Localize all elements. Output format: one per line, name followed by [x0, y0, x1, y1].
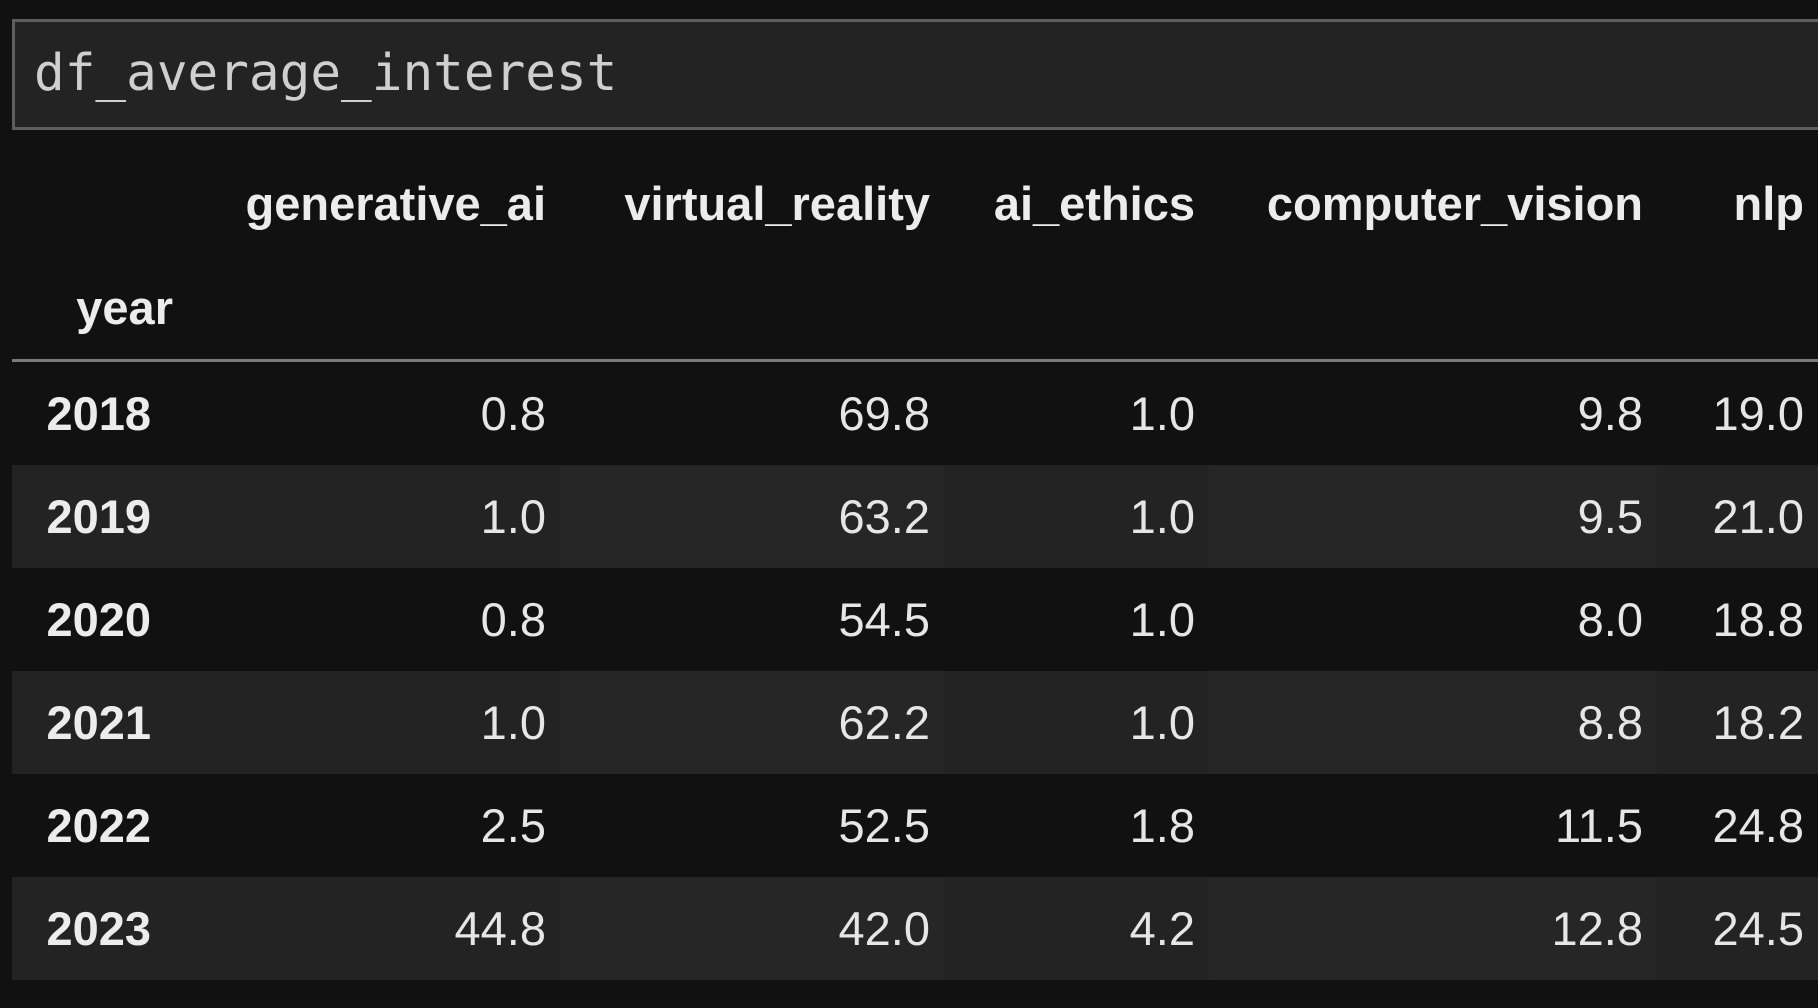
cell-generative-ai: 0.8 — [480, 592, 546, 646]
cell-nlp: 24.5 — [1657, 876, 1818, 980]
row-index: 2019 — [12, 464, 187, 568]
cell-ai-ethics: 1.0 — [1129, 592, 1195, 646]
table-body: 2018 0.8 69.8 1.0 9.8 19.0 2019 1.0 63.2… — [12, 360, 1818, 980]
cell-generative-ai: 1.0 — [187, 670, 560, 774]
table-row: 2021 1.0 62.2 1.0 8.8 18.2 — [12, 670, 1818, 774]
column-header-row: generative_ai virtual_reality ai_ethics … — [12, 150, 1818, 256]
code-cell-input[interactable]: df_average_interest — [12, 19, 1818, 130]
cell-computer-vision: 8.8 — [1209, 670, 1657, 774]
cell-ai-ethics: 1.0 — [944, 464, 1209, 568]
cell-output: generative_ai virtual_reality ai_ethics … — [12, 150, 1818, 980]
cell-nlp: 21.0 — [1657, 464, 1818, 568]
column-header-virtual-reality: virtual_reality — [624, 176, 930, 230]
code-cell-source: df_average_interest — [34, 44, 618, 103]
cell-generative-ai: 44.8 — [187, 876, 560, 980]
cell-computer-vision: 9.8 — [1577, 386, 1643, 440]
cell-virtual-reality: 42.0 — [560, 876, 944, 980]
column-header-computer-vision: computer_vision — [1266, 176, 1643, 230]
row-index: 2020 — [46, 592, 151, 646]
cell-ai-ethics: 4.2 — [944, 876, 1209, 980]
table-row: 2023 44.8 42.0 4.2 12.8 24.5 — [12, 876, 1818, 980]
index-header-row: year — [12, 256, 1818, 362]
cell-virtual-reality: 69.8 — [838, 386, 930, 440]
dataframe-table: generative_ai virtual_reality ai_ethics … — [12, 150, 1818, 980]
cell-computer-vision: 11.5 — [1555, 798, 1643, 852]
cell-ai-ethics: 1.8 — [1129, 798, 1195, 852]
table-row: 2022 2.5 52.5 1.8 11.5 24.8 — [12, 773, 1818, 877]
column-header-ai-ethics: ai_ethics — [993, 176, 1195, 230]
index-name: year — [12, 256, 187, 362]
cell-virtual-reality: 54.5 — [838, 592, 930, 646]
column-header-nlp: nlp — [1733, 176, 1804, 230]
table-header: generative_ai virtual_reality ai_ethics … — [12, 150, 1818, 362]
cell-generative-ai: 2.5 — [480, 798, 546, 852]
table-row: 2018 0.8 69.8 1.0 9.8 19.0 — [12, 360, 1818, 465]
header-corner — [12, 150, 187, 256]
cell-nlp: 18.8 — [1712, 592, 1804, 646]
cell-generative-ai: 0.8 — [480, 386, 546, 440]
row-index: 2023 — [12, 876, 187, 980]
cell-computer-vision: 12.8 — [1209, 876, 1657, 980]
column-header-generative-ai: generative_ai — [245, 176, 546, 230]
row-index: 2022 — [46, 798, 151, 852]
table-row: 2019 1.0 63.2 1.0 9.5 21.0 — [12, 464, 1818, 568]
cell-virtual-reality: 62.2 — [560, 670, 944, 774]
table-row: 2020 0.8 54.5 1.0 8.0 18.8 — [12, 567, 1818, 671]
cell-generative-ai: 1.0 — [187, 464, 560, 568]
cell-computer-vision: 8.0 — [1577, 592, 1643, 646]
cell-computer-vision: 9.5 — [1209, 464, 1657, 568]
cell-nlp: 19.0 — [1712, 386, 1804, 440]
row-index: 2018 — [46, 386, 151, 440]
cell-ai-ethics: 1.0 — [944, 670, 1209, 774]
cell-virtual-reality: 52.5 — [838, 798, 930, 852]
row-index: 2021 — [12, 670, 187, 774]
cell-virtual-reality: 63.2 — [560, 464, 944, 568]
cell-ai-ethics: 1.0 — [1129, 386, 1195, 440]
cell-nlp: 24.8 — [1712, 798, 1804, 852]
cell-nlp: 18.2 — [1657, 670, 1818, 774]
